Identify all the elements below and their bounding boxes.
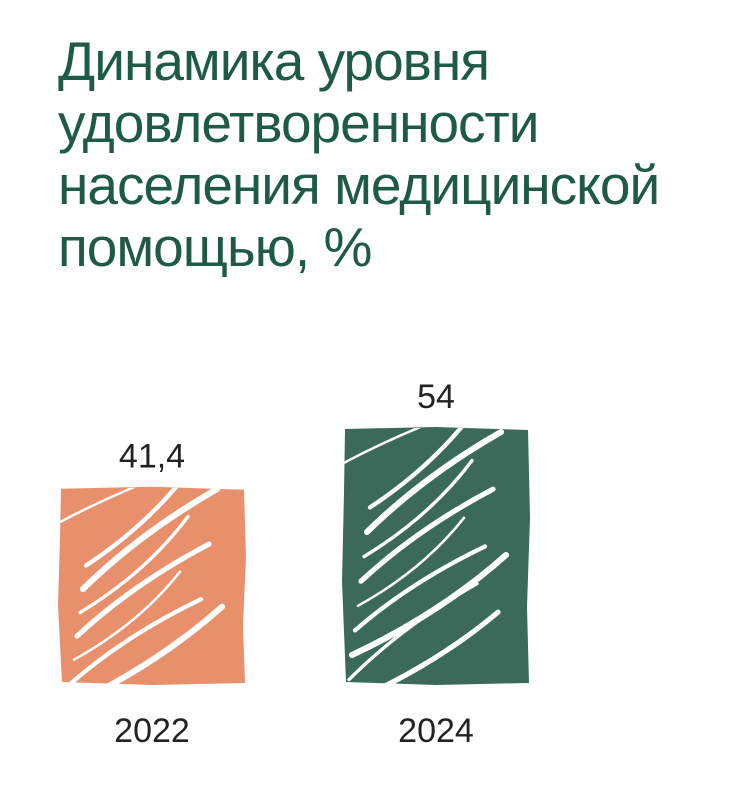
chart-title: Динамика уровня удовлетворенности населе… [58, 30, 660, 278]
bar-hatch [343, 428, 510, 684]
category-label-2022: 2022 [114, 712, 190, 750]
category-label-2024: 2024 [398, 712, 474, 750]
bar-2024 [342, 427, 530, 685]
bar-hatch [59, 487, 226, 684]
bar-fill [342, 427, 530, 685]
bar-2022 [58, 486, 246, 685]
bar-fill [58, 486, 246, 685]
value-label-2024: 54 [417, 378, 455, 416]
value-label-2022: 41,4 [119, 438, 185, 476]
